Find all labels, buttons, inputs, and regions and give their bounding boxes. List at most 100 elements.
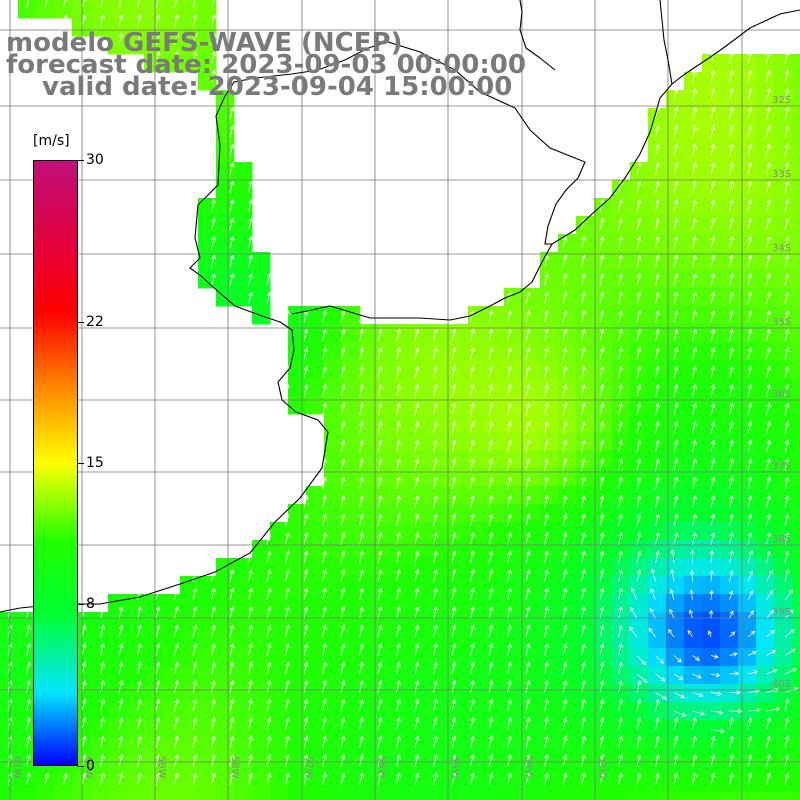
wind-cell bbox=[216, 756, 235, 775]
wind-cell bbox=[396, 540, 415, 559]
wind-arrow bbox=[747, 402, 753, 416]
wind-cell bbox=[738, 432, 757, 451]
wind-arrow bbox=[359, 347, 364, 360]
wind-cell bbox=[522, 720, 541, 739]
wind-arrow bbox=[544, 421, 549, 434]
wind-arrow bbox=[599, 458, 605, 471]
wind-cell bbox=[666, 432, 685, 451]
wind-arrow bbox=[155, 735, 161, 749]
wind-cell bbox=[666, 468, 685, 487]
wind-arrow bbox=[747, 610, 754, 619]
wind-arrow bbox=[581, 273, 586, 286]
wind-arrow bbox=[692, 310, 697, 323]
wind-cell bbox=[288, 324, 307, 343]
wind-cell bbox=[738, 684, 757, 703]
wind-cell bbox=[756, 414, 775, 433]
wind-arrow bbox=[100, 14, 105, 27]
wind-cell bbox=[468, 648, 487, 667]
wind-cell bbox=[360, 450, 379, 469]
wind-cell bbox=[630, 252, 649, 271]
wind-arrow bbox=[729, 402, 734, 416]
wind-cell bbox=[792, 486, 800, 505]
wind-arrow bbox=[525, 291, 531, 305]
wind-cell bbox=[522, 702, 541, 721]
lon-label: 55W bbox=[449, 756, 460, 779]
wind-cell bbox=[342, 684, 361, 703]
wind-cell bbox=[468, 360, 487, 379]
wind-arrow bbox=[729, 328, 734, 342]
wind-arrow bbox=[766, 609, 775, 619]
wind-arrow bbox=[766, 273, 771, 286]
wind-arrow bbox=[784, 754, 790, 767]
colorbar-tick-label: 0 bbox=[86, 758, 95, 774]
wind-cell bbox=[702, 144, 721, 163]
wind-cell bbox=[666, 558, 685, 577]
wind-arrow bbox=[340, 310, 346, 323]
wind-cell bbox=[738, 234, 757, 253]
wind-cell bbox=[594, 594, 613, 613]
wind-cell bbox=[684, 450, 703, 469]
wind-arrow bbox=[784, 717, 790, 730]
wind-arrow bbox=[692, 180, 697, 194]
wind-arrow bbox=[636, 754, 642, 767]
wind-cell bbox=[396, 738, 415, 757]
wind-cell bbox=[72, 774, 91, 793]
wind-cell bbox=[720, 738, 739, 757]
wind-arrow bbox=[229, 717, 235, 730]
wind-arrow bbox=[322, 365, 327, 379]
wind-cell bbox=[342, 360, 361, 379]
wind-cell bbox=[522, 738, 541, 757]
wind-cell bbox=[540, 324, 559, 343]
wind-cell bbox=[756, 684, 775, 703]
wind-arrow bbox=[118, 624, 124, 638]
wind-cell bbox=[666, 792, 685, 800]
wind-arrow bbox=[155, 606, 161, 619]
wind-arrow bbox=[729, 532, 734, 545]
wind-arrow bbox=[174, 661, 179, 675]
wind-cell bbox=[648, 612, 667, 631]
wind-cell bbox=[324, 756, 343, 775]
wind-cell bbox=[738, 630, 757, 649]
wind-cell bbox=[468, 396, 487, 415]
wind-arrow bbox=[433, 698, 438, 712]
wind-arrow bbox=[507, 772, 512, 786]
wind-arrow bbox=[784, 735, 790, 749]
wind-arrow bbox=[784, 365, 790, 379]
wind-arrow bbox=[211, 0, 216, 9]
wind-arrow bbox=[784, 569, 790, 582]
wind-cell bbox=[396, 414, 415, 433]
wind-cell bbox=[594, 270, 613, 289]
lat-label: 34S bbox=[772, 243, 791, 254]
wind-cell bbox=[558, 774, 577, 793]
wind-cell bbox=[378, 360, 397, 379]
wind-arrow bbox=[340, 458, 346, 471]
wind-cell bbox=[432, 432, 451, 451]
wind-cell bbox=[612, 234, 631, 253]
wind-cell bbox=[666, 126, 685, 145]
wind-arrow bbox=[451, 421, 457, 434]
wind-arrow bbox=[248, 217, 253, 231]
wind-cell bbox=[702, 396, 721, 415]
wind-cell bbox=[396, 702, 415, 721]
wind-cell bbox=[576, 702, 595, 721]
wind-cell bbox=[612, 180, 631, 199]
wind-arrow bbox=[709, 589, 714, 601]
wind-arrow bbox=[433, 421, 438, 434]
wind-arrow bbox=[525, 402, 531, 416]
wind-arrow bbox=[636, 476, 642, 490]
wind-cell bbox=[522, 666, 541, 685]
wind-cell bbox=[666, 108, 685, 127]
wind-arrow bbox=[544, 476, 549, 490]
wind-cell bbox=[450, 360, 469, 379]
wind-arrow bbox=[673, 199, 679, 212]
wind-cell bbox=[486, 648, 505, 667]
wind-arrow bbox=[562, 680, 568, 693]
wind-cell bbox=[288, 648, 307, 667]
border-line bbox=[659, 0, 673, 85]
wind-cell bbox=[720, 180, 739, 199]
wind-cell bbox=[540, 558, 559, 577]
wind-cell bbox=[486, 450, 505, 469]
wind-cell bbox=[450, 702, 469, 721]
wind-cell bbox=[648, 360, 667, 379]
wind-arrow bbox=[673, 88, 679, 101]
